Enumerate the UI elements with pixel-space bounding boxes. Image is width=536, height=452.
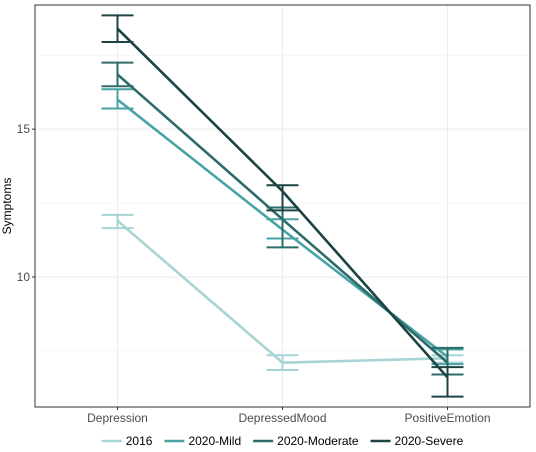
axis-layer: 10 15 Depression DepressedMood PositiveEmoti… <box>17 122 491 425</box>
y-tick-label: 10 <box>17 270 31 284</box>
legend-label: 2020-Mild <box>188 434 241 448</box>
legend-item: 2020-Mild <box>164 434 241 448</box>
legend-label: 2020-Moderate <box>277 434 359 448</box>
legend-item: 2020-Severe <box>370 434 464 448</box>
legend-item: 2020-Moderate <box>253 434 359 448</box>
series-layer <box>101 14 464 398</box>
y-axis-title: Symptoms <box>0 178 14 235</box>
x-tick-label: Depression <box>87 411 148 425</box>
legend-label: 2016 <box>126 434 153 448</box>
series-2020-severe <box>101 14 464 398</box>
legend-label: 2020-Severe <box>395 434 464 448</box>
x-tick-label: DepressedMood <box>238 411 326 425</box>
legend: 2016 2020-Mild 2020-Moderate 2020-Severe <box>101 434 464 448</box>
legend-item: 2016 <box>101 434 153 448</box>
y-tick-label: 15 <box>17 122 31 136</box>
x-tick-label: PositiveEmotion <box>404 411 490 425</box>
